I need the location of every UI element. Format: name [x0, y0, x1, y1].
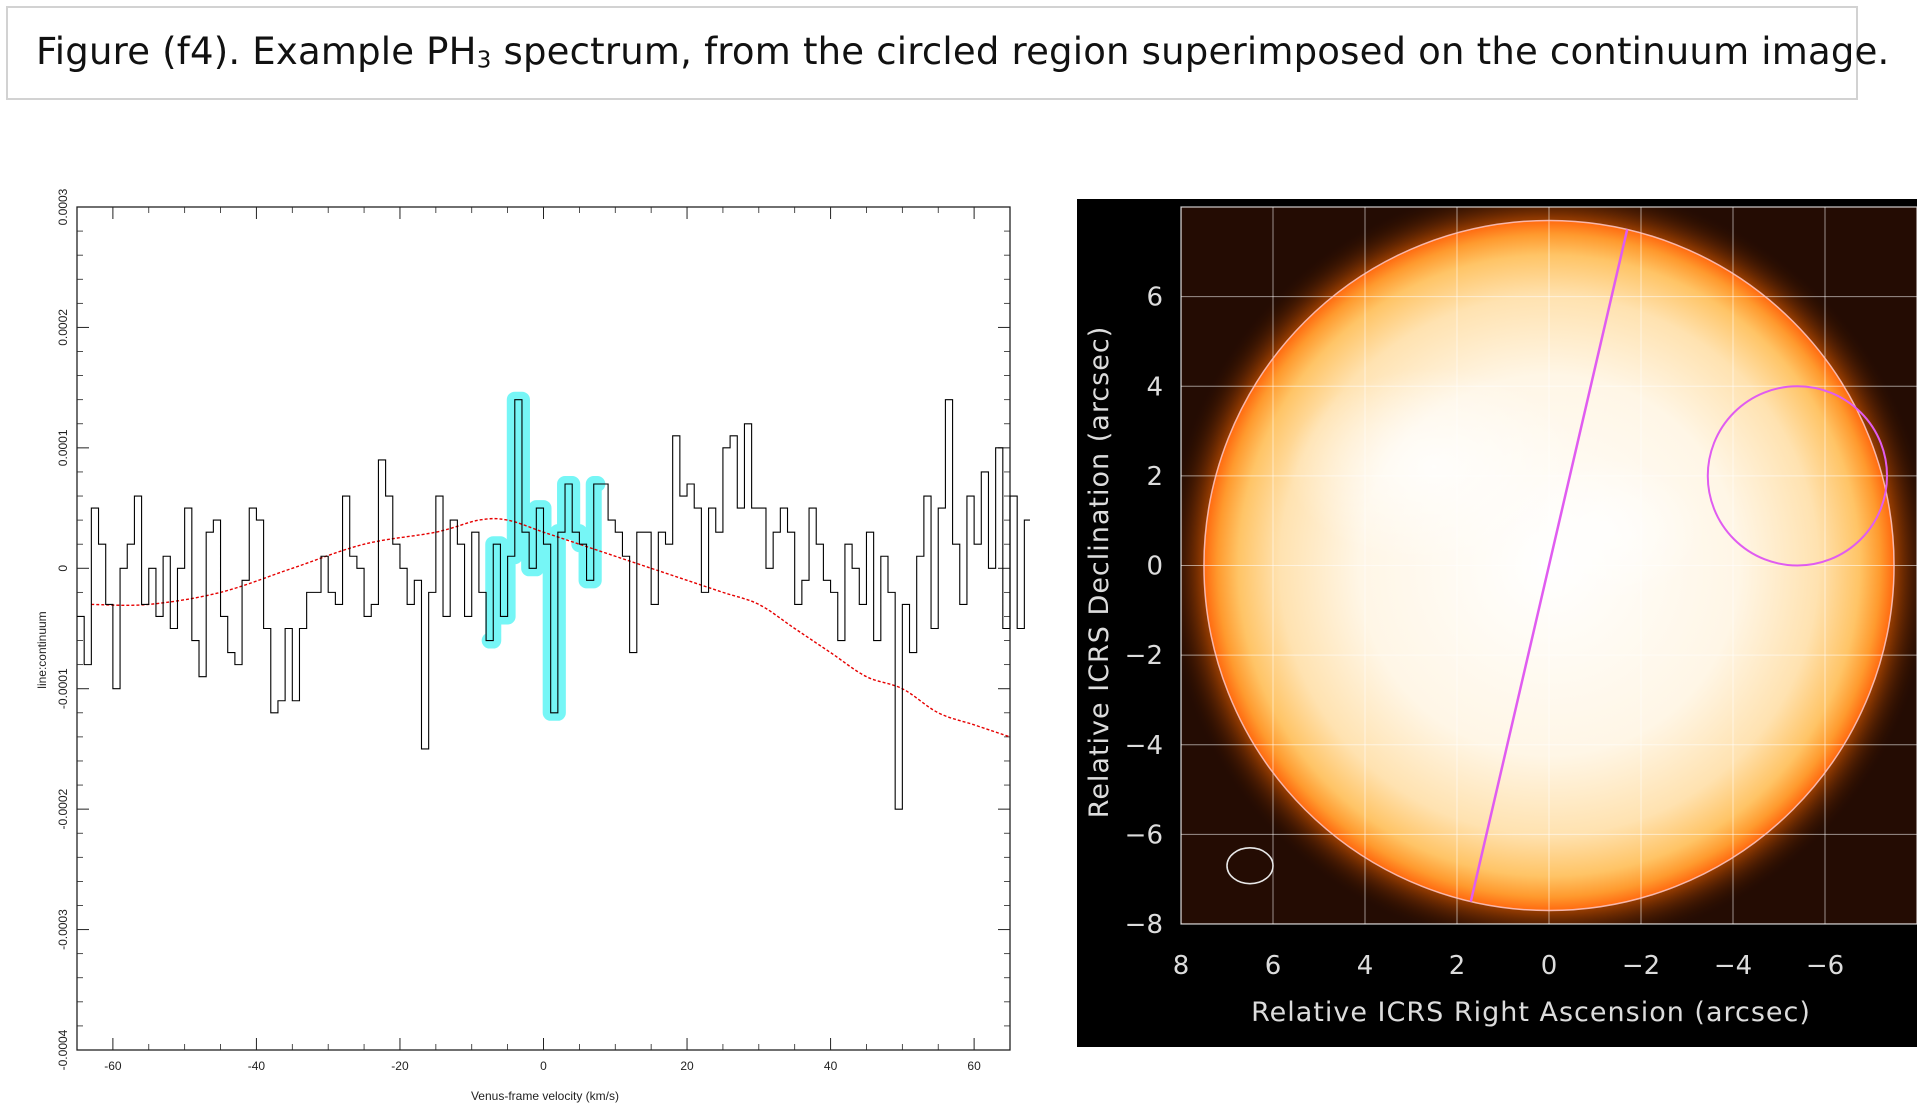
image-background	[1077, 199, 1917, 1047]
x-tick-label: 60	[967, 1059, 981, 1073]
x-tick-label: 20	[680, 1059, 694, 1073]
x-tick-label: 2	[1449, 951, 1466, 981]
y-tick-label: 6	[1146, 283, 1163, 313]
highlighted-channels	[481, 391, 606, 721]
x-tick-label: −6	[1806, 951, 1844, 981]
y-tick-label: 0	[56, 565, 70, 572]
planet-limb	[1203, 219, 1895, 912]
x-tick-label: 0	[1541, 951, 1558, 981]
caption-box: Figure (f4). Example PH3 spectrum, from …	[6, 6, 1889, 100]
image-x-axis-label: Relative ICRS Right Ascension (arcsec)	[1251, 997, 1811, 1028]
y-tick-label: 2	[1146, 462, 1163, 492]
y-tick-label: -0.0003	[56, 909, 70, 950]
caption-suffix: spectrum, from the circled region superi…	[491, 30, 1890, 73]
spectrum-chart: -60 -40 -20 0 20 40 60 -0.0004 -0.0003 -0.0002 -0.…	[35, 188, 1030, 1103]
background-glow	[1181, 207, 1917, 924]
x-tick-label: -60	[104, 1059, 122, 1073]
x-tick-label: 8	[1173, 951, 1190, 981]
planet-disc	[1203, 220, 1895, 911]
y-tick-label: −6	[1125, 820, 1163, 850]
selected-region-circle	[1706, 385, 1889, 567]
y-tick-label: 0.0002	[56, 309, 70, 346]
spectrum-y-axis-label: line:continuum	[35, 611, 49, 688]
y-tick-label: -0.0004	[56, 1029, 70, 1070]
x-tick-label: 0	[540, 1059, 547, 1073]
fit-curve	[91, 517, 1011, 738]
x-tick-label: 40	[824, 1059, 838, 1073]
x-tick-label: 4	[1357, 951, 1374, 981]
image-plot-frame	[1180, 206, 1918, 925]
y-tick-label: 4	[1146, 372, 1163, 402]
y-tick-label: 0	[1146, 552, 1163, 582]
y-tick-label: 0.0001	[56, 429, 70, 466]
figure-caption: Figure (f4). Example PH3 spectrum, from …	[36, 30, 1890, 73]
x-tick-label: -20	[391, 1059, 409, 1073]
caption-prefix: Figure (f4). Example PH	[36, 30, 477, 73]
x-tick-label: 6	[1265, 951, 1282, 981]
y-tick-label: -0.0001	[56, 668, 70, 709]
y-tick-label: −2	[1125, 641, 1163, 671]
x-tick-label: −2	[1622, 951, 1660, 981]
spectrum-x-axis-label: Venus-frame velocity (km/s)	[471, 1089, 619, 1103]
planet-halo	[1181, 207, 1917, 924]
image-plot-area	[1181, 207, 1917, 924]
beam-ellipse	[1226, 847, 1274, 885]
y-tick-label: −4	[1125, 731, 1163, 761]
image-y-axis-label: Relative ICRS Declination (arcsec)	[1084, 326, 1115, 818]
spectrum-line	[77, 399, 1030, 810]
bright-region	[1286, 368, 1582, 566]
bright-region	[1503, 457, 1706, 602]
x-tick-label: −4	[1714, 951, 1752, 981]
rotation-axis-line	[1469, 229, 1629, 902]
y-tick-label: -0.0002	[56, 788, 70, 829]
x-tick-label: -40	[248, 1059, 266, 1073]
y-tick-label: −8	[1125, 910, 1163, 940]
y-tick-label: 0.0003	[56, 188, 70, 225]
caption-subscript: 3	[476, 47, 492, 74]
